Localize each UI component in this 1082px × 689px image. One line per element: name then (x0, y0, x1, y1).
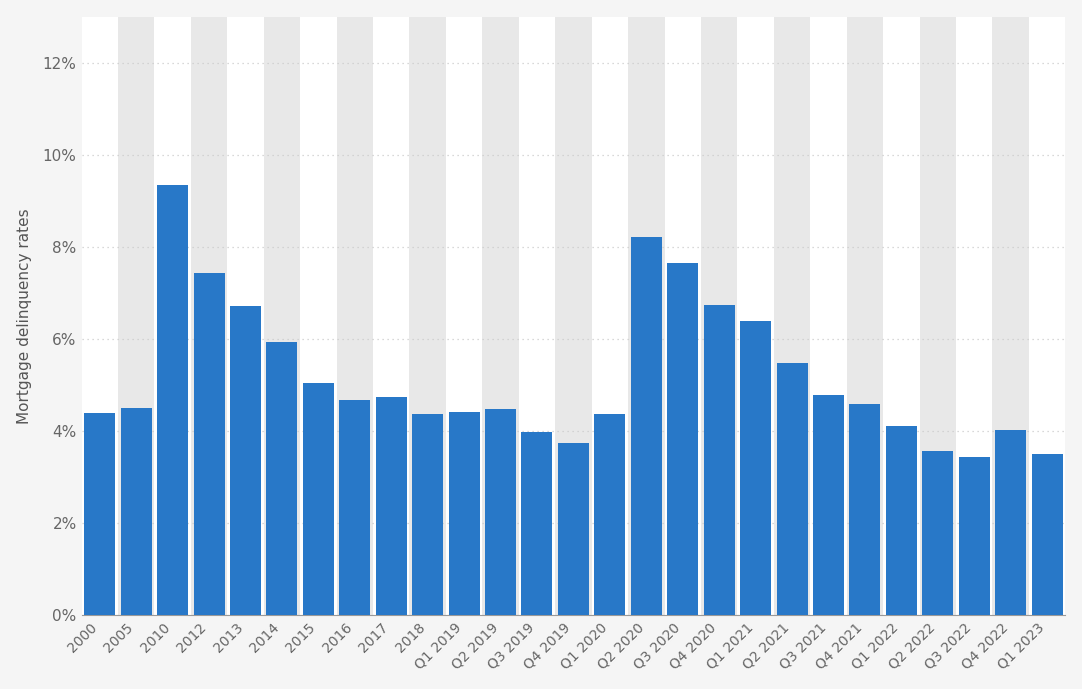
Bar (266, 342, 298, 615)
Bar (740, 321, 771, 615)
Bar (883, 17, 920, 615)
Bar (703, 305, 735, 615)
Bar (190, 17, 227, 615)
Bar (886, 426, 916, 615)
Bar (118, 17, 155, 615)
Bar (668, 263, 698, 615)
Bar (227, 17, 264, 615)
Bar (373, 17, 409, 615)
Bar (701, 17, 738, 615)
Bar (1031, 454, 1063, 615)
Bar (813, 395, 844, 615)
Bar (412, 414, 444, 615)
Bar (303, 383, 334, 615)
Bar (81, 17, 118, 615)
Bar (920, 17, 956, 615)
Bar (956, 17, 992, 615)
Bar (922, 451, 953, 615)
Bar (555, 17, 592, 615)
Bar (558, 443, 589, 615)
Bar (157, 185, 188, 615)
Bar (777, 363, 807, 615)
Bar (664, 17, 701, 615)
Bar (485, 409, 516, 615)
Bar (628, 17, 664, 615)
Bar (194, 273, 225, 615)
Bar (409, 17, 446, 615)
Bar (992, 17, 1029, 615)
Bar (483, 17, 518, 615)
Y-axis label: Mortgage delinquency rates: Mortgage delinquency rates (16, 208, 31, 424)
Bar (592, 17, 628, 615)
Bar (375, 398, 407, 615)
Bar (847, 17, 883, 615)
Bar (340, 400, 370, 615)
Bar (995, 431, 1026, 615)
Bar (449, 412, 479, 615)
Bar (1029, 17, 1066, 615)
Bar (774, 17, 810, 615)
Bar (264, 17, 300, 615)
Bar (300, 17, 337, 615)
Bar (84, 413, 115, 615)
Bar (337, 17, 373, 615)
Bar (738, 17, 774, 615)
Bar (230, 306, 261, 615)
Bar (522, 432, 553, 615)
Bar (155, 17, 190, 615)
Bar (518, 17, 555, 615)
Bar (849, 404, 881, 615)
Bar (631, 236, 662, 615)
Bar (594, 414, 625, 615)
Bar (810, 17, 847, 615)
Bar (121, 409, 151, 615)
Bar (446, 17, 483, 615)
Bar (959, 457, 990, 615)
